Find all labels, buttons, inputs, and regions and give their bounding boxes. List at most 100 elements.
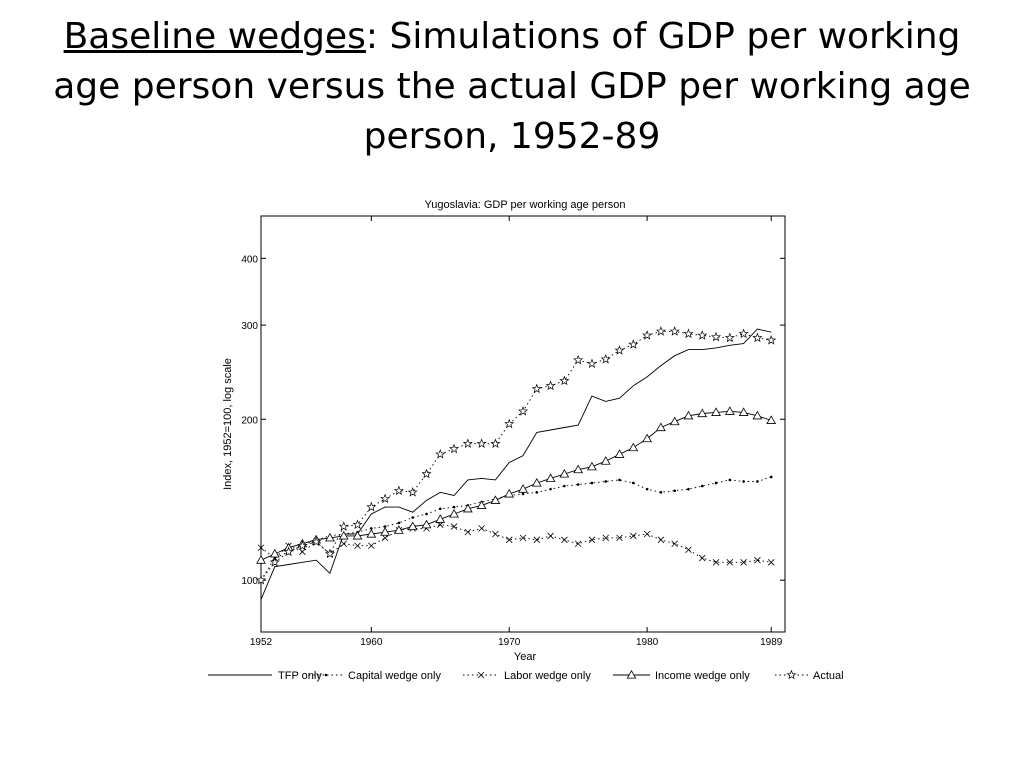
data-point-capital-wedge-only	[563, 484, 566, 488]
legend-label-capital-wedge-only: Capital wedge only	[348, 670, 441, 682]
data-point-income-wedge-only	[683, 410, 694, 420]
data-point-labor-wedge-only	[643, 530, 651, 538]
data-point-labor-wedge-only	[740, 559, 747, 566]
data-point-labor-wedge-only	[547, 532, 554, 540]
data-point-labor-wedge-only	[533, 536, 541, 544]
series-layer	[255, 326, 777, 600]
data-point-income-wedge-only	[449, 508, 459, 518]
data-point-capital-wedge-only	[452, 505, 456, 509]
data-point-capital-wedge-only	[590, 481, 594, 485]
data-point-labor-wedge-only	[685, 546, 692, 554]
data-point-labor-wedge-only	[519, 534, 527, 542]
legend-item-income-wedge-only: Income wedge only	[613, 669, 750, 682]
data-point-capital-wedge-only	[411, 516, 414, 519]
data-point-income-wedge-only	[338, 530, 349, 540]
series-actual	[255, 326, 777, 585]
data-point-income-wedge-only	[766, 415, 777, 424]
data-point-income-wedge-only	[752, 410, 763, 420]
data-point-income-wedge-only	[531, 477, 542, 487]
data-point-capital-wedge-only	[673, 489, 676, 493]
data-point-actual	[573, 354, 584, 365]
data-point-income-wedge-only	[573, 464, 584, 474]
x-axis-label: Year	[514, 651, 537, 663]
series-line-tfp-only	[260, 328, 772, 600]
legend-label-actual: Actual	[813, 670, 844, 682]
x-tick-label: 1960	[360, 637, 383, 648]
data-point-income-wedge-only	[724, 406, 735, 415]
data-point-income-wedge-only	[421, 519, 432, 529]
data-point-income-wedge-only	[366, 529, 377, 538]
data-point-income-wedge-only	[269, 548, 280, 558]
x-tick-label: 1980	[636, 637, 659, 648]
plot-frame	[260, 215, 786, 633]
data-point-income-wedge-only	[711, 407, 721, 416]
data-point-actual	[255, 574, 267, 585]
series-tfp-only	[260, 328, 772, 600]
data-point-labor-wedge-only	[712, 559, 720, 566]
data-point-actual	[393, 485, 404, 496]
data-point-income-wedge-only	[697, 408, 708, 418]
data-point-capital-wedge-only	[438, 507, 442, 511]
data-point-actual	[600, 353, 611, 364]
data-point-capital-wedge-only	[728, 478, 732, 482]
data-point-income-wedge-only	[587, 461, 597, 471]
data-point-labor-wedge-only	[478, 525, 485, 532]
slide-title: Baseline wedges: Simulations of GDP per …	[40, 12, 984, 162]
legend-marker-income-wedge-only	[626, 669, 637, 679]
slide-title-underlined: Baseline wedges	[63, 16, 366, 57]
data-point-capital-wedge-only	[521, 492, 525, 496]
data-point-actual	[628, 339, 639, 349]
legend-label-labor-wedge-only: Labor wedge only	[504, 670, 591, 682]
data-point-actual	[545, 380, 556, 391]
data-point-income-wedge-only	[435, 514, 446, 523]
data-point-capital-wedge-only	[535, 491, 539, 494]
data-point-capital-wedge-only	[397, 521, 401, 525]
data-point-capital-wedge-only	[714, 481, 718, 485]
legend-item-actual: Actual	[775, 669, 844, 682]
data-point-labor-wedge-only	[492, 530, 499, 538]
data-point-actual	[697, 330, 708, 340]
legend-item-tfp-only: TFP only	[208, 670, 322, 682]
data-point-labor-wedge-only	[767, 559, 775, 566]
data-point-labor-wedge-only	[671, 540, 678, 548]
data-point-capital-wedge-only	[700, 484, 704, 488]
data-point-income-wedge-only	[407, 521, 418, 531]
data-point-capital-wedge-only	[618, 478, 621, 482]
data-point-actual	[449, 443, 460, 454]
data-point-income-wedge-only	[628, 442, 639, 452]
data-point-income-wedge-only	[325, 532, 335, 542]
data-point-actual	[407, 487, 418, 497]
data-point-labor-wedge-only	[368, 542, 375, 550]
y-tick-label: 300	[241, 321, 258, 332]
legend-marker-labor-wedge-only	[477, 671, 485, 679]
data-point-labor-wedge-only	[574, 540, 582, 548]
legend-item-capital-wedge-only: Capital wedge only	[309, 670, 441, 682]
data-point-labor-wedge-only	[464, 528, 472, 536]
data-point-income-wedge-only	[380, 527, 390, 536]
data-point-actual	[476, 438, 487, 449]
data-point-actual	[559, 375, 570, 386]
data-point-capital-wedge-only	[756, 480, 759, 483]
data-point-capital-wedge-only	[549, 487, 552, 491]
data-point-actual	[738, 328, 749, 339]
data-point-actual	[517, 405, 529, 416]
data-point-income-wedge-only	[504, 488, 515, 498]
data-point-labor-wedge-only	[505, 536, 513, 544]
x-tick-label: 1970	[498, 637, 521, 648]
data-point-labor-wedge-only	[354, 542, 361, 550]
series-line-actual	[260, 330, 772, 581]
data-point-actual	[642, 330, 653, 340]
data-point-capital-wedge-only	[604, 480, 608, 483]
data-point-labor-wedge-only	[588, 536, 596, 544]
data-point-labor-wedge-only	[657, 536, 665, 544]
data-point-actual	[752, 332, 763, 343]
data-point-income-wedge-only	[738, 407, 749, 416]
y-tick-label: 400	[241, 254, 258, 265]
data-point-actual	[435, 448, 446, 459]
legend: TFP only Capital wedge only Labor wedge on…	[208, 669, 844, 682]
data-point-actual	[490, 438, 501, 449]
data-point-labor-wedge-only	[299, 548, 306, 556]
data-point-labor-wedge-only	[561, 536, 568, 544]
data-point-income-wedge-only	[352, 530, 363, 540]
